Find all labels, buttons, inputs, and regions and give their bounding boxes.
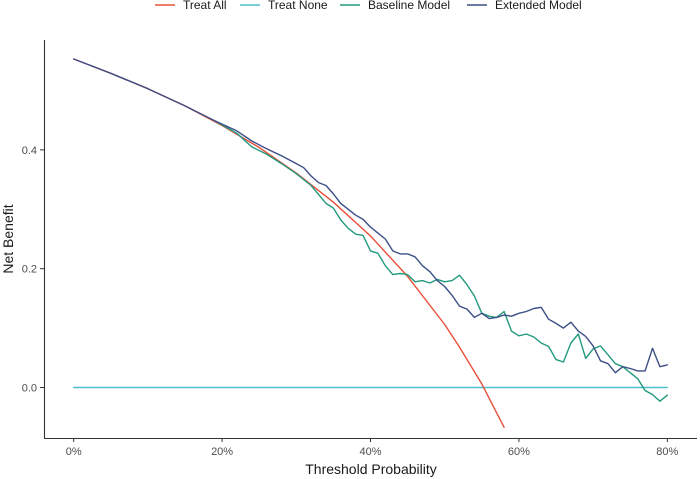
legend-item-treat-all: Treat All [155,0,227,12]
x-tick-label: 0% [66,446,82,458]
series-line-baseline-model [213,120,668,402]
y-axis-title: Net Benefit [0,204,16,273]
y-tick-label: 0.4 [22,145,37,157]
y-ticks: 0.0 0.2 0.4 [22,145,44,395]
x-tick-label: 60% [508,446,530,458]
series-line-extended-model [72,58,668,374]
x-tick-label: 40% [359,446,381,458]
legend: Treat All Treat None Baseline Model Extende… [155,0,582,12]
legend-label-baseline-model: Baseline Model [368,0,450,12]
legend-item-extended-model: Extended Model [467,0,582,12]
series-line-treat-all [72,58,505,428]
legend-label-treat-none: Treat None [268,0,328,12]
legend-label-extended-model: Extended Model [495,0,582,12]
x-axis-title: Threshold Probability [305,461,437,477]
legend-item-baseline-model: Baseline Model [340,0,450,12]
x-ticks: 0% 20% 40% 60% 80% [66,438,679,458]
y-tick-label: 0.0 [22,383,37,395]
x-tick-label: 80% [656,446,678,458]
plot-lines [72,58,668,428]
legend-label-treat-all: Treat All [183,0,227,12]
x-tick-label: 20% [211,446,233,458]
legend-item-treat-none: Treat None [240,0,328,12]
y-tick-label: 0.2 [22,264,37,276]
